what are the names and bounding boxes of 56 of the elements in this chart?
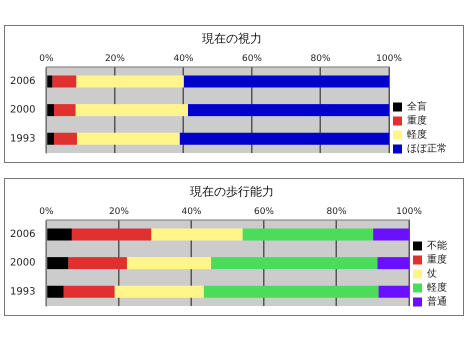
bar [47, 228, 72, 241]
y-tick-label: 2000 [10, 258, 36, 269]
y-tick-label: 2006 [10, 229, 36, 240]
legend-label: 普通 [427, 296, 447, 308]
legend-label: 不能 [427, 240, 447, 252]
x-tick-label: 100% [376, 54, 402, 64]
legend-label: 軽度 [427, 282, 447, 294]
bar [47, 104, 54, 116]
x-tick-label: 80% [326, 207, 347, 218]
bar [47, 132, 54, 145]
x-tick-label: 60% [242, 54, 262, 64]
x-tick-label: 100% [396, 207, 422, 218]
bar [47, 286, 64, 298]
legend-label: 重度 [407, 114, 427, 127]
bar [114, 286, 204, 298]
bar [180, 132, 389, 145]
bar [184, 75, 389, 88]
x-tick-label: 20% [108, 207, 130, 218]
y-tick-label: 1993 [10, 133, 36, 144]
bar [378, 286, 409, 298]
bar [204, 286, 379, 298]
x-tick-label: 60% [254, 207, 274, 218]
legend-label: 軽度 [407, 128, 427, 141]
bar [54, 132, 77, 145]
legend-label: 重度 [427, 254, 447, 266]
bar [377, 257, 409, 270]
bar [54, 104, 76, 116]
x-tick-label: 20% [104, 54, 126, 64]
y-tick-label: 2006 [10, 76, 36, 88]
bar [47, 75, 52, 88]
bar [188, 104, 389, 116]
legend-label: 全盲 [407, 100, 427, 113]
bar [72, 228, 152, 241]
legend-label: ほぼ正常 [407, 142, 447, 155]
chart-title: 現在の視力 [202, 31, 262, 46]
x-tick-label: 80% [310, 54, 331, 64]
x-tick-label: 0% [39, 207, 54, 218]
bar [63, 286, 115, 298]
bar [373, 228, 409, 241]
bar [126, 257, 212, 270]
x-tick-label: 0% [39, 54, 54, 64]
bar [47, 257, 68, 270]
bar [68, 257, 127, 270]
y-tick-label: 2000 [10, 104, 36, 116]
bar [151, 228, 243, 241]
chart-title: 現在の歩行能力 [190, 184, 274, 198]
x-tick-label: 40% [173, 54, 194, 64]
y-tick-label: 1993 [10, 286, 36, 298]
bar [76, 132, 180, 145]
bar [76, 75, 184, 88]
bar [211, 257, 378, 270]
bar [76, 104, 188, 116]
bar [52, 75, 76, 88]
x-tick-label: 40% [181, 207, 202, 218]
bar [242, 228, 374, 241]
legend-label: 仗 [427, 268, 437, 280]
